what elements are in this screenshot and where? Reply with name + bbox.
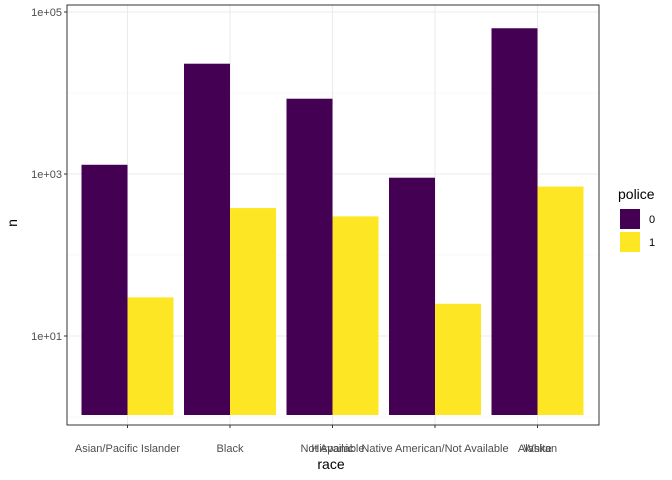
- bar-series-1: [537, 186, 584, 415]
- legend-title: police: [618, 186, 655, 202]
- y-tick-label: 1e+01: [31, 331, 62, 343]
- x-tick-label: Not Available: [300, 443, 364, 455]
- y-tick-label: 1e+05: [31, 7, 62, 19]
- bars: [81, 28, 584, 416]
- legend-label: 1: [649, 237, 655, 249]
- x-tick-label: White: [523, 443, 551, 455]
- legend: police 0 1: [618, 186, 655, 252]
- bar-series-1: [332, 216, 379, 415]
- bar-series-0: [184, 63, 230, 416]
- bar-series-0: [389, 177, 435, 415]
- x-tick-label: Alaskan: [518, 443, 557, 455]
- bar-series-1: [127, 297, 174, 415]
- legend-key-0: [620, 209, 640, 229]
- x-tick-label: Black: [217, 443, 244, 455]
- legend-label: 0: [649, 214, 655, 226]
- y-axis: 1e+01 1e+03 1e+05: [31, 7, 67, 343]
- y-axis-title: n: [4, 219, 20, 227]
- bar-series-0: [286, 98, 333, 415]
- bar-series-0: [81, 164, 128, 415]
- legend-key-1: [620, 232, 640, 252]
- bar-series-1: [230, 208, 276, 415]
- x-tick-label: Hispanic: [311, 443, 354, 455]
- bar-series-1: [435, 303, 481, 415]
- x-axis-title: race: [317, 456, 344, 472]
- x-tick-label: Asian/Pacific Islander: [75, 443, 180, 455]
- bar-series-0: [491, 28, 538, 415]
- x-tick-label: Native American/Not Available: [361, 443, 508, 455]
- y-tick-label: 1e+03: [31, 169, 62, 181]
